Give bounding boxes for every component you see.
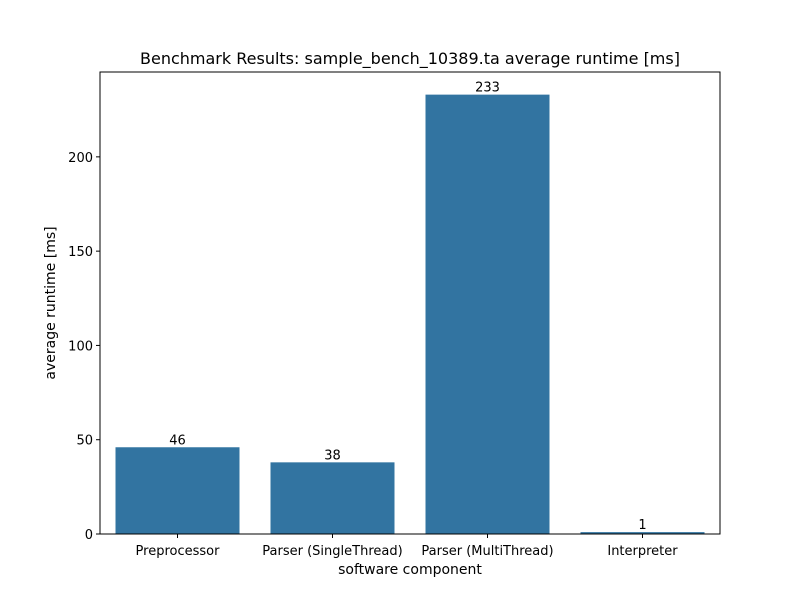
plot-frame xyxy=(99,71,721,535)
chart-title: Benchmark Results: sample_bench_10389.ta… xyxy=(140,49,680,69)
bar-value-label: 233 xyxy=(475,81,500,96)
bar-value-label: 1 xyxy=(638,518,646,533)
y-tick-label: 0 xyxy=(85,528,93,543)
bar-value-labels: 46 38 233 1 xyxy=(169,81,646,533)
bar xyxy=(580,532,705,534)
x-axis: Preprocessor Parser (SingleThread) Parser … xyxy=(136,534,678,559)
bar xyxy=(425,94,550,534)
bar-value-label: 38 xyxy=(324,448,341,463)
y-axis: 0 50 100 150 200 xyxy=(68,151,100,543)
bar-value-label: 46 xyxy=(169,433,186,448)
x-tick-label: Parser (SingleThread) xyxy=(262,544,402,559)
bars-group xyxy=(115,94,705,534)
bar xyxy=(115,447,240,534)
y-tick-label: 150 xyxy=(68,245,93,260)
y-tick-label: 50 xyxy=(76,434,93,449)
y-tick-label: 100 xyxy=(68,339,93,354)
x-axis-label: software component xyxy=(338,562,482,578)
y-tick-label: 200 xyxy=(68,151,93,166)
y-axis-label: average runtime [ms] xyxy=(43,226,59,379)
x-tick-label: Preprocessor xyxy=(136,544,221,559)
x-tick-label: Interpreter xyxy=(607,544,678,559)
bar xyxy=(270,462,395,534)
x-tick-label: Parser (MultiThread) xyxy=(421,544,553,559)
